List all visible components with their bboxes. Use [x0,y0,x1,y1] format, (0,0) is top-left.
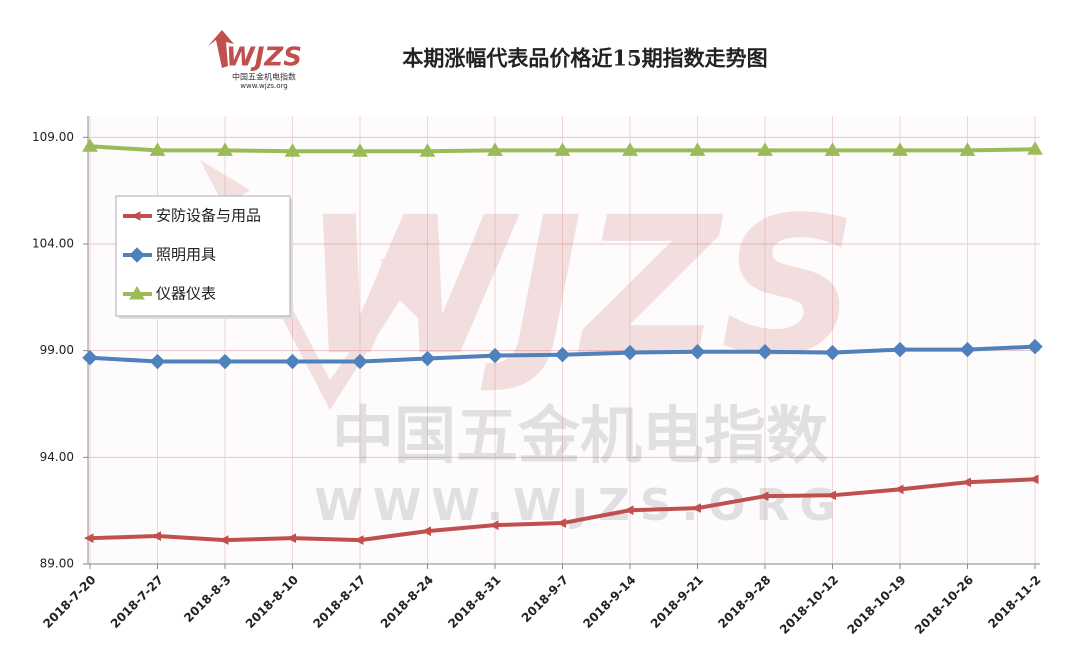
y-tick-label: 89.00 [40,557,74,571]
marker [284,353,301,370]
marker [758,491,769,501]
marker [824,344,841,361]
legend-label: 仪器仪表 [156,285,216,303]
marker [959,341,976,358]
watermark-name: WJZS [303,176,858,397]
marker [151,531,161,541]
marker [130,211,141,221]
y-tick-label: 109.00 [32,130,74,144]
marker [893,484,904,495]
marker [1027,141,1043,155]
legend-label: 照明用具 [156,246,216,264]
marker [757,142,773,156]
marker [622,344,638,361]
marker [826,490,836,501]
marker [689,344,706,360]
marker [892,142,908,156]
watermark-arrow [200,160,440,410]
marker [1027,338,1043,355]
logo-arrow [208,30,234,68]
marker [757,344,773,360]
marker [218,535,229,545]
marker [487,347,503,364]
marker [419,350,436,367]
marker [623,505,634,516]
y-tick-label: 104.00 [32,237,74,251]
legend-label: 安防设备与用品 [156,207,261,225]
logo-url: www.wjzs.org [240,82,287,90]
marker [149,353,166,370]
marker [352,143,368,157]
marker [353,535,364,545]
marker [1028,474,1039,485]
marker [129,247,145,263]
marker [689,142,706,156]
logo-subtitle: 中国五金机电指数 [232,72,296,82]
marker [554,142,571,156]
marker [149,142,166,156]
marker [622,142,638,156]
watermark-url: WWW.WJZS.ORG [314,480,845,531]
marker [82,349,98,366]
marker [554,347,571,363]
marker [487,142,503,156]
y-tick-label: 99.00 [40,343,74,357]
marker [824,142,841,156]
watermark-subtitle: 中国五金机电指数 [332,399,828,472]
marker [488,520,499,530]
logo-name: WJZS [226,43,302,73]
marker [284,143,301,157]
marker [217,353,233,370]
marker [421,526,431,536]
marker [419,143,436,157]
chart-title: 本期涨幅代表品价格近15期指数走势图 [402,46,767,71]
marker [892,341,908,358]
marker [691,503,701,513]
marker [83,533,94,543]
marker [556,518,566,528]
marker [959,142,976,156]
marker [82,138,98,152]
marker [129,286,145,300]
marker [286,533,296,543]
y-tick-label: 94.00 [40,450,74,464]
marker [352,353,368,370]
marker [961,477,971,488]
marker [217,142,233,156]
